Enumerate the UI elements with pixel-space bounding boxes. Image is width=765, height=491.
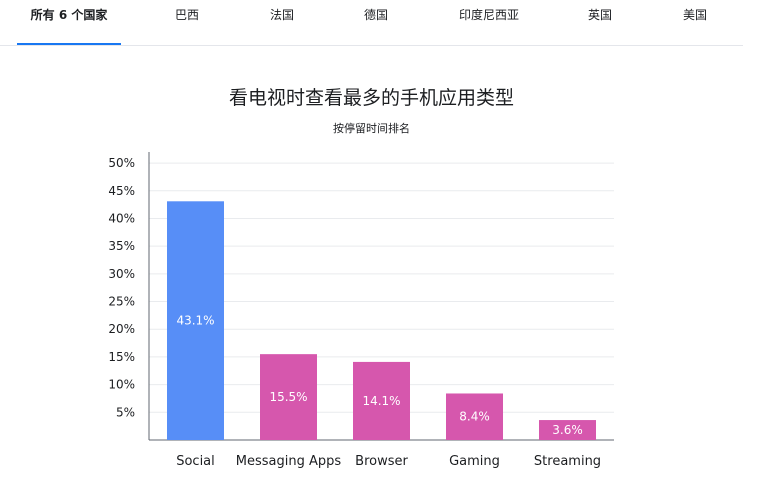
tab-france[interactable]: 法国 [269,8,294,22]
tab-all-countries[interactable]: 所有 6 个国家 [17,0,121,45]
data-label: 15.5% [269,390,307,404]
data-label: 43.1% [176,314,214,328]
bar-social [167,201,224,440]
y-tick-label: 50% [108,156,135,170]
data-label: 14.1% [362,394,400,408]
x-tick-label: Gaming [449,454,500,469]
tab-indonesia[interactable]: 印度尼西亚 [458,8,519,22]
tab-usa[interactable]: 美国 [682,8,707,22]
y-tick-label: 35% [108,239,135,253]
x-tick-label: Browser [355,454,408,469]
x-tick-label: Streaming [534,454,601,469]
x-tick-label: Social [176,454,215,469]
bar-gaming [446,393,503,440]
tab-uk[interactable]: 英国 [587,8,612,22]
bar-streaming [539,420,596,440]
y-tick-label: 15% [108,350,135,364]
y-tick-label: 25% [108,295,135,309]
bar-messaging-apps [260,354,317,440]
y-tick-label: 5% [116,405,135,419]
bar-browser [353,361,410,440]
tab-brazil[interactable]: 巴西 [174,8,199,22]
y-tick-label: 10% [108,378,135,392]
y-tick-label: 30% [108,267,135,281]
y-tick-label: 20% [108,322,135,336]
tab-germany[interactable]: 德国 [363,8,388,22]
chart-title: 看电视时查看最多的手机应用类型 [228,87,514,109]
x-tick-label: Messaging Apps [236,454,342,469]
data-label: 3.6% [552,423,583,437]
chart-subtitle: 按停留时间排名 [333,122,410,135]
country-tab-bar: 所有 6 个国家 巴西 法国 德国 印度尼西亚 英国 美国 [0,0,743,46]
y-tick-label: 40% [108,211,135,225]
data-label: 8.4% [459,410,490,424]
y-tick-label: 45% [108,184,135,198]
